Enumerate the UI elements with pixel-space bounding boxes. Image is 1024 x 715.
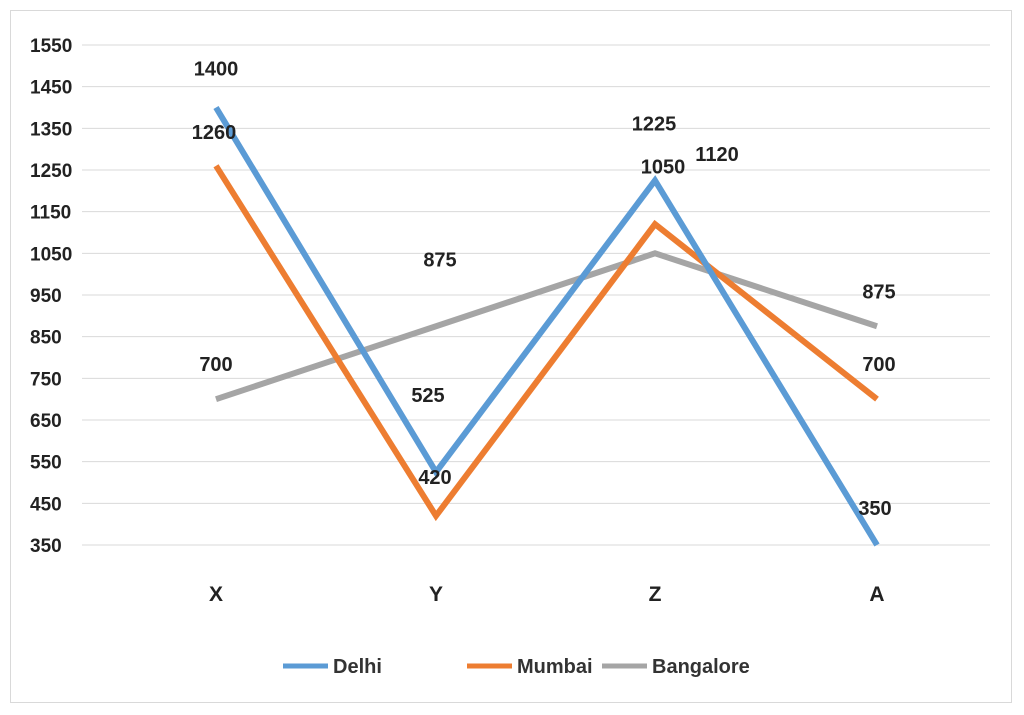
data-label-mumbai: 420	[418, 467, 451, 489]
data-label-bangalore: 1050	[641, 156, 686, 178]
data-label-bangalore: 875	[423, 249, 456, 271]
data-label-delhi: 1225	[632, 113, 677, 135]
x-tick-label: Y	[429, 583, 443, 606]
legend-label-bangalore: Bangalore	[652, 656, 750, 678]
y-tick-label: 1250	[30, 161, 72, 182]
y-tick-label: 1350	[30, 119, 72, 140]
data-label-delhi: 350	[858, 498, 891, 520]
x-tick-label: A	[869, 583, 884, 606]
y-tick-label: 850	[30, 328, 62, 349]
y-tick-label: 950	[30, 286, 62, 307]
y-axis-ticks: 350 450 550 650 750 850 950 1050 1150 1250 1350 145…	[30, 36, 72, 557]
data-label-mumbai: 700	[862, 354, 895, 376]
y-tick-label: 450	[30, 494, 62, 515]
series-line-bangalore	[215, 250, 878, 403]
y-tick-label: 550	[30, 453, 62, 474]
y-tick-label: 650	[30, 411, 62, 432]
y-tick-label: 750	[30, 369, 62, 390]
x-tick-label: X	[209, 583, 223, 606]
data-label-delhi: 525	[411, 385, 444, 407]
data-label-mumbai: 1260	[192, 122, 237, 144]
chart-frame	[10, 10, 1012, 703]
y-tick-label: 350	[30, 536, 62, 557]
gridlines	[82, 44, 990, 546]
y-tick-label: 1550	[30, 36, 72, 57]
legend-label-mumbai: Mumbai	[517, 656, 593, 678]
y-tick-label: 1150	[30, 203, 71, 224]
series-line-delhi	[213, 105, 880, 547]
data-label-bangalore: 700	[199, 354, 232, 376]
series-line-mumbai	[213, 164, 879, 522]
y-tick-label: 1050	[30, 244, 72, 265]
data-labels: 1400 525 1225 350 1260 420 1120 700 700 875 1050 87…	[192, 59, 896, 521]
legend: Delhi Mumbai Bangalore	[283, 656, 750, 678]
data-label-mumbai: 1120	[695, 144, 738, 166]
data-label-delhi: 1400	[194, 59, 239, 81]
data-label-bangalore: 875	[862, 281, 895, 303]
x-tick-label: Z	[649, 583, 662, 606]
legend-label-delhi: Delhi	[333, 656, 382, 678]
y-tick-label: 1450	[30, 78, 72, 99]
series-lines	[213, 105, 880, 547]
